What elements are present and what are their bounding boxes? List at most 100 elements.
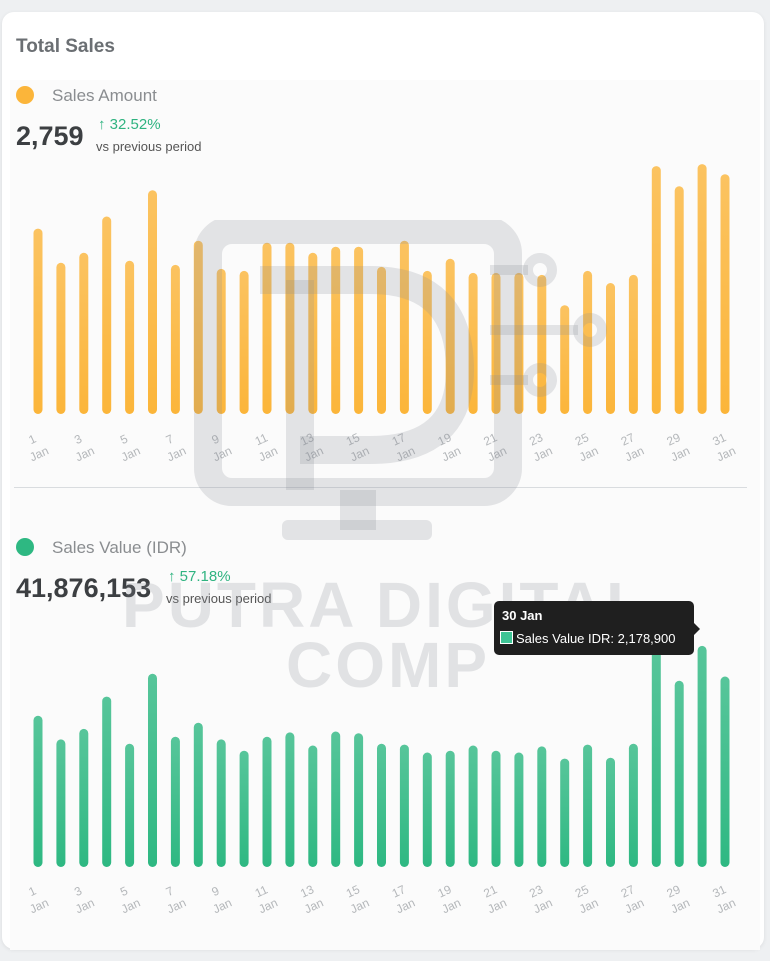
sales-value-bar[interactable]: [56, 739, 66, 867]
sales-value-bar[interactable]: [33, 715, 43, 867]
sales-amount-bar[interactable]: [399, 240, 409, 414]
sales-amount-bar[interactable]: [651, 166, 661, 414]
sales-value-bar[interactable]: [720, 676, 730, 868]
sales-amount-bar[interactable]: [56, 262, 66, 414]
sales-value-bar[interactable]: [583, 744, 593, 867]
sales-value-bar[interactable]: [354, 733, 364, 867]
sales-amount-bar[interactable]: [308, 252, 318, 414]
sales-value-x-tick-day: 31: [710, 882, 728, 900]
sales-value-x-tick-month: Jan: [27, 895, 50, 916]
sales-value-legend-label[interactable]: Sales Value (IDR): [52, 538, 187, 557]
sales-amount-bar[interactable]: [674, 186, 684, 414]
sales-amount-bar[interactable]: [491, 272, 501, 414]
sales-value-bar[interactable]: [537, 746, 547, 867]
sales-amount-bar[interactable]: [697, 164, 707, 414]
sales-amount-x-tick-month: Jan: [119, 443, 142, 464]
sales-amount-bar[interactable]: [79, 252, 89, 414]
sales-value-bar[interactable]: [285, 732, 295, 867]
sales-value-bar[interactable]: [651, 649, 661, 867]
sales-value-bar[interactable]: [102, 696, 112, 867]
sales-value-x-tick-day: 23: [527, 882, 545, 900]
sales-value-change: ↑ 57.18%: [168, 568, 231, 585]
sales-amount-bar[interactable]: [193, 240, 203, 414]
sales-value-bar[interactable]: [79, 728, 89, 867]
tooltip-color-swatch: [500, 631, 513, 644]
sales-value-bar[interactable]: [239, 750, 249, 867]
sales-amount-bar[interactable]: [606, 283, 615, 414]
sales-amount-bar[interactable]: [354, 246, 364, 414]
sales-amount-bar[interactable]: [583, 270, 593, 414]
sales-amount-x-tick-month: Jan: [73, 443, 96, 464]
sales-value-bar[interactable]: [193, 722, 203, 867]
sales-amount-bar[interactable]: [445, 258, 455, 414]
sales-value-bar[interactable]: [422, 752, 432, 868]
sales-value-bar[interactable]: [468, 745, 478, 868]
sales-amount-bar[interactable]: [628, 274, 638, 414]
sales-amount-bar[interactable]: [422, 270, 432, 414]
sales-amount-x-tick-day: 5: [118, 431, 130, 447]
sales-value-bar[interactable]: [262, 736, 272, 867]
sales-amount-bar[interactable]: [560, 305, 570, 414]
sales-value-x-tick-day: 21: [481, 882, 499, 900]
sales-value-bar[interactable]: [331, 731, 341, 868]
sales-value-bar[interactable]: [514, 752, 524, 868]
sales-value-bar[interactable]: [674, 680, 684, 867]
tooltip-arrow: [694, 623, 700, 635]
sales-amount-bar[interactable]: [537, 274, 547, 414]
sales-amount-legend-dot[interactable]: [16, 86, 34, 104]
sales-value-x-tick-day: 13: [298, 882, 316, 900]
sales-amount-bar[interactable]: [514, 272, 524, 414]
sales-amount-bar[interactable]: [720, 174, 730, 414]
sales-value-bar[interactable]: [399, 744, 409, 867]
sales-value-bar[interactable]: [560, 758, 570, 867]
sales-amount-bar[interactable]: [148, 190, 157, 414]
sales-amount-bar[interactable]: [102, 216, 112, 415]
sales-value-bar[interactable]: [445, 750, 455, 867]
sales-amount-x-tick-day: 7: [164, 431, 176, 447]
sales-amount-change: ↑ 32.52%: [98, 116, 161, 133]
sales-value-bar[interactable]: [628, 743, 638, 867]
sales-amount-bar[interactable]: [125, 260, 135, 414]
sales-amount-bar[interactable]: [468, 272, 478, 414]
sales-value-bar[interactable]: [125, 743, 135, 867]
sales-value-bar[interactable]: [697, 645, 707, 867]
sales-value-bar[interactable]: [606, 757, 615, 867]
sales-amount-bar[interactable]: [239, 270, 249, 414]
sales-value-x-tick-day: 7: [164, 883, 176, 899]
sales-amount-bar[interactable]: [216, 268, 226, 414]
sales-value-x-tick-day: 11: [253, 882, 271, 900]
sales-value-bar[interactable]: [170, 736, 180, 867]
sales-amount-legend-label[interactable]: Sales Amount: [52, 86, 157, 105]
sales-value-bar[interactable]: [377, 743, 386, 867]
sales-value-legend-dot[interactable]: [16, 538, 34, 556]
sales-value-x-tick-day: 17: [390, 882, 408, 900]
sales-value-bar[interactable]: [491, 750, 501, 867]
sales-value-bar[interactable]: [216, 739, 226, 867]
card-title: Total Sales: [16, 36, 115, 57]
sales-amount-bar[interactable]: [285, 242, 295, 414]
sales-value-bar[interactable]: [148, 673, 157, 867]
sales-value-chart[interactable]: 1Jan3Jan5Jan7Jan9Jan11Jan13Jan15Jan17Jan…: [0, 600, 770, 930]
sales-amount-bar[interactable]: [331, 246, 341, 414]
sales-amount-bar[interactable]: [33, 228, 43, 414]
sales-value-bar[interactable]: [308, 745, 318, 868]
sales-amount-chart[interactable]: 1Jan3Jan5Jan7Jan9Jan11Jan13Jan15Jan17Jan…: [0, 150, 770, 480]
sales-amount-bar[interactable]: [170, 264, 180, 414]
sales-amount-bar[interactable]: [262, 242, 272, 414]
sales-amount-bar[interactable]: [377, 266, 386, 414]
